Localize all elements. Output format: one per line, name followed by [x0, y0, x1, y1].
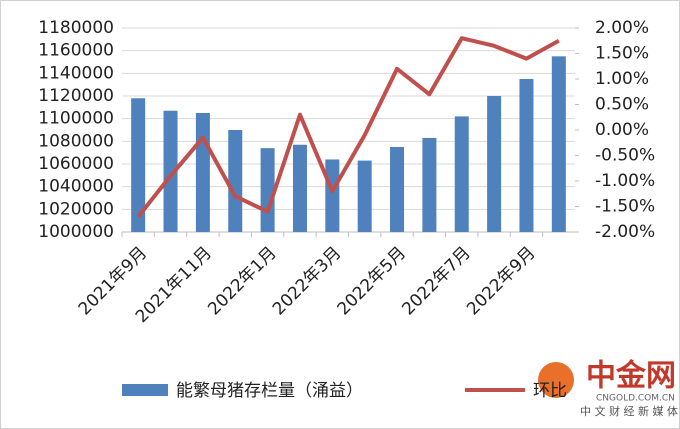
line	[136, 36, 560, 218]
bar	[357, 160, 372, 232]
y-tick-label: 1040000	[38, 177, 114, 197]
bar	[325, 159, 340, 232]
legend-label: 环比	[533, 381, 567, 401]
y2-tick-label: 0.00%	[595, 120, 649, 140]
watermark-tagline: 中 文 财 经 新 媒 体	[580, 404, 678, 418]
y-tick-label: 1120000	[38, 86, 114, 106]
bar	[292, 144, 307, 232]
bar	[519, 79, 534, 232]
y2-tick-label: 1.00%	[595, 69, 649, 89]
y2-tick-label: -0.50%	[595, 146, 655, 166]
y-tick-label: 1160000	[38, 41, 114, 61]
watermark-url: CNGOLD.COM.CN	[596, 394, 675, 404]
y2-tick-label: 0.50%	[595, 95, 649, 115]
y2-tick-label: -1.00%	[595, 171, 655, 191]
bar	[422, 137, 437, 232]
y-tick-label: 1080000	[38, 131, 114, 151]
bar	[551, 56, 566, 233]
legend-swatch	[122, 384, 168, 396]
y2-tick-label: 1.50%	[595, 44, 649, 64]
y-tick-label: 1140000	[38, 63, 114, 83]
y-tick-label: 1100000	[38, 109, 114, 129]
bar	[195, 113, 210, 232]
bar	[260, 148, 275, 232]
watermark-logo	[538, 362, 574, 398]
y-tick-label: 1000000	[38, 222, 114, 242]
y-tick-label: 1180000	[38, 18, 114, 38]
y2-tick-label: -2.00%	[595, 222, 655, 242]
bar	[131, 98, 146, 233]
y2-tick-label: 2.00%	[595, 18, 649, 38]
bar	[163, 110, 178, 232]
bar	[487, 96, 502, 232]
bar	[454, 116, 469, 232]
legend-label: 能繁母猪存栏量（涌益）	[176, 381, 363, 401]
y-tick-label: 1020000	[38, 199, 114, 219]
y2-tick-label: -1.50%	[595, 197, 655, 217]
bar	[390, 147, 405, 232]
watermark-name: 中金网	[586, 359, 676, 394]
y-tick-label: 1060000	[38, 154, 114, 174]
bar	[228, 130, 243, 232]
